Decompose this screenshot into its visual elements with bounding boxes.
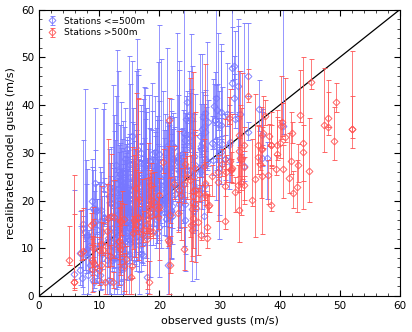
Legend: Stations <=500m, Stations >500m: Stations <=500m, Stations >500m [44,14,148,40]
X-axis label: observed gusts (m/s): observed gusts (m/s) [161,316,279,326]
Y-axis label: recalibrated model gusts (m/s): recalibrated model gusts (m/s) [5,67,16,239]
